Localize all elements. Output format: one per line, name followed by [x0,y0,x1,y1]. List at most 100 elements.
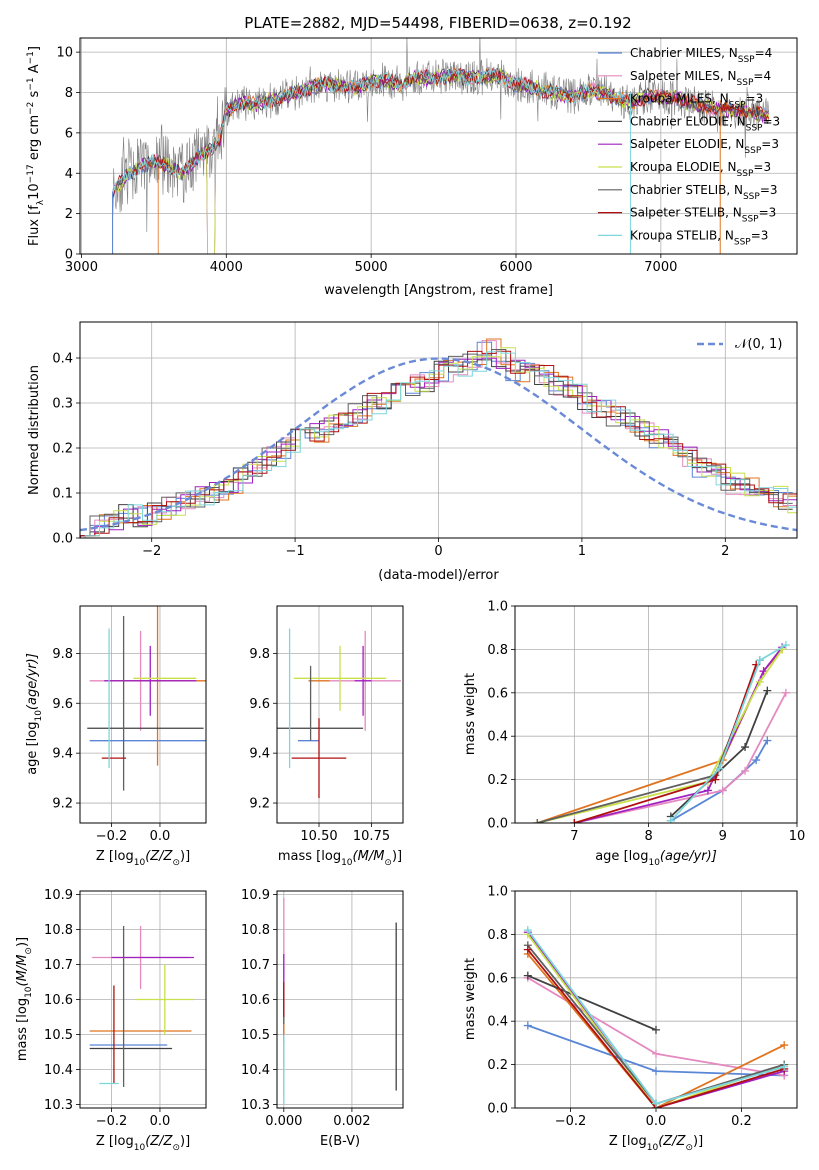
legend-entry: Salpeter ELODIE, NSSP=3 [630,137,779,156]
z-age-xtick-label: −0.2 [96,829,128,844]
spectrum-ytick-label: 4 [65,167,73,182]
massweight-marker [741,743,750,752]
massweight-marker [781,688,790,697]
massweight-marker [570,819,579,823]
mass-age-xtick-label: 10.50 [300,829,337,844]
z-mass-ytick-label: 10.8 [44,923,73,938]
z-mw-plot-area [523,926,789,1108]
massweight-marker [781,641,790,650]
ebv-mass-xtick-label: 0.000 [265,1114,302,1129]
z-mw-ytick-label: 0.2 [487,1058,508,1073]
ebv-mass-ytick-label: 10.4 [241,1063,270,1078]
mass-age-xtick-label: 10.75 [353,829,390,844]
z-mw-frame [514,890,798,1109]
z-mass-ylabel: mass [log10(M/M⊙)] [15,937,34,1061]
z-age-plot-area [87,606,206,791]
z-age-ytick-label: 9.2 [52,797,73,812]
age-mw-ytick-label: 0.6 [487,686,508,701]
z-mass-ytick-label: 10.6 [44,993,73,1008]
legend-entry: Kroupa STELIB, NSSP=3 [630,228,768,247]
massweight-marker [763,686,772,695]
age-mw-ytick-label: 0.0 [487,817,508,832]
massweight-marker [755,656,764,665]
residuals-xtick-label: 1 [578,544,586,559]
spectrum-xtick-label: 3000 [65,260,98,275]
residuals-ytick-label: 0.3 [52,397,73,412]
z-mass-ytick-label: 10.3 [44,1098,73,1113]
residual-histogram [80,349,793,537]
age-mw-frame [514,605,798,824]
massweight-line [527,949,785,1108]
spectrum-ylabel: Flux [fλ10−17 erg cm−2 s−1 A−1] [26,46,46,246]
ebv-mass-frame [276,890,404,1109]
ebv-mass-xlabel: E(B-V) [320,1134,360,1149]
mass-age-ytick-label: 9.6 [249,697,270,712]
age-mw-xlabel: age [log10(age/yr)] [595,849,717,868]
massweight-marker [666,816,675,823]
massweight-marker [755,677,764,686]
z-age-ylabel: age [log10(age/yr)] [25,653,44,775]
residuals-ytick-label: 0.2 [52,442,73,457]
ebv-mass-plot-area [283,898,397,1105]
legend-entry: 𝒩(0, 1) [735,337,782,352]
residuals-plot-area [80,338,797,538]
massweight-line [527,974,657,1031]
massweight-marker [523,945,532,954]
mass-age-axes: 10.50 10.75 9.2 9.4 9.6 9.8 mass [log10(M/M⊙)] [249,605,404,868]
massweight-line [670,644,787,822]
normal-curve [80,357,797,532]
massweight-marker [763,736,772,745]
spectrum-frame [79,37,798,255]
legend-entry: Kroupa ELODIE, NSSP=3 [630,160,771,179]
residuals-ytick-label: 0.4 [52,352,73,367]
spectrum-ytick-label: 2 [65,207,73,222]
legend-entry: Chabrier STELIB, NSSP=3 [630,183,778,202]
z-age-ytick-label: 9.6 [52,697,73,712]
age-mw-xtick-label: 9 [719,829,727,844]
z-mass-frame [79,890,207,1109]
massweight-marker [715,764,724,773]
z-age-ytick-label: 9.4 [52,747,73,762]
massweight-marker [703,786,712,795]
age-mw-ytick-label: 0.8 [487,643,508,658]
mass-age-ytick-label: 9.4 [249,747,270,762]
age-mw-xtick-label: 7 [570,829,578,844]
residuals-ylabel: Normed distribution [27,365,42,495]
z-mw-xtick-label: 0.2 [731,1114,752,1129]
z-mass-xtick-label: −0.2 [96,1114,128,1129]
massweight-marker [523,1021,532,1030]
z-mw-xlabel: Z [log10(Z/Z⊙)] [609,1134,703,1153]
residuals-ytick-label: 0.1 [52,487,73,502]
legend-entry: Chabrier MILES, NSSP=4 [630,46,772,65]
z-age-ytick-label: 9.8 [52,647,73,662]
spectrum-model-line [112,67,769,254]
z-mw-xtick-label: 0.0 [646,1114,667,1129]
mass-age-frame [276,605,404,824]
ebv-mass-axes: 0.000 0.002 10.3 10.4 10.5 10.6 10.7 10.8 10.9 E(… [241,888,404,1149]
residuals-xtick-label: −2 [142,544,161,559]
massweight-marker [652,1067,660,1076]
spectrum-ytick-label: 0 [65,248,73,263]
z-mw-ylabel: mass weight [463,958,478,1040]
residuals-ytick-label: 0.0 [52,532,73,547]
figure-title: PLATE=2882, MJD=54498, FIBERID=0638, z=0… [244,14,631,32]
spectrum-xtick-label: 7000 [644,260,677,275]
mass-age-ytick-label: 9.2 [249,797,270,812]
residuals-frame [79,321,798,539]
massweight-marker [533,819,542,823]
z-mw-xtick-label: −0.2 [555,1114,587,1129]
massweight-line [574,692,787,823]
z-mw-ytick-label: 0.0 [487,1102,508,1117]
massweight-marker [523,926,532,935]
spectrum-model-line [112,68,629,254]
massweight-marker [652,1049,660,1058]
age-mw-ytick-label: 0.2 [487,773,508,788]
massweight-marker [711,775,720,784]
massweight-line [527,953,785,1108]
z-age-xtick-label: 0.0 [150,829,171,844]
residuals-xlabel: (data-model)/error [378,568,499,583]
age-mw-ytick-label: 0.4 [487,730,508,745]
ebv-mass-ytick-label: 10.7 [241,958,270,973]
massweight-marker [523,971,532,980]
